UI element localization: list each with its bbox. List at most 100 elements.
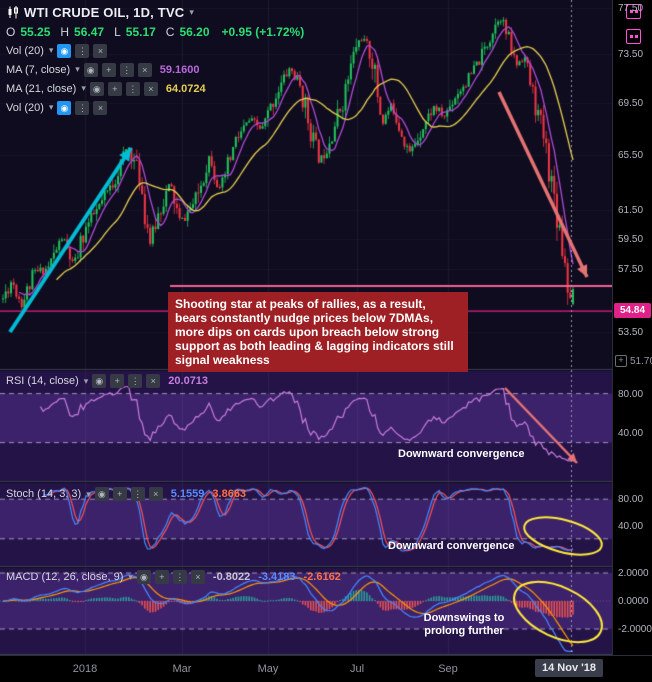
stoch-d-value: 3.8663 bbox=[212, 488, 247, 500]
eye-icon[interactable]: ◉ bbox=[57, 43, 72, 58]
add-alert-button[interactable]: + 51.70 bbox=[615, 355, 652, 368]
indicator-label[interactable]: Vol (20) bbox=[6, 44, 44, 57]
eye-icon[interactable]: ◉ bbox=[94, 487, 109, 501]
close-label: C bbox=[165, 24, 175, 39]
time-axis-label: Mar bbox=[172, 663, 192, 675]
axis-label: 65.50 bbox=[618, 150, 644, 162]
axis-label: 53.50 bbox=[618, 327, 644, 339]
axis-label: 40.00 bbox=[618, 520, 644, 532]
indicator-label[interactable]: MA (21, close) bbox=[6, 82, 77, 95]
price-marker-icon[interactable] bbox=[626, 4, 641, 19]
rsi-note-text[interactable]: Downward convergence bbox=[398, 448, 525, 460]
close-icon[interactable]: × bbox=[137, 62, 152, 77]
axis-label: 73.50 bbox=[618, 49, 644, 61]
time-axis[interactable]: 14 Nov '18 2018 Mar May Jul Sep bbox=[0, 655, 652, 682]
low-label: L bbox=[114, 24, 121, 39]
chevron-down-icon[interactable]: ▾ bbox=[189, 7, 194, 17]
more-icon[interactable]: ⋮ bbox=[75, 43, 90, 58]
axis-label: 69.50 bbox=[618, 98, 644, 110]
indicator-label[interactable]: Stoch (14, 3, 3) bbox=[6, 488, 82, 500]
current-price-badge: 54.84 bbox=[614, 302, 651, 318]
macd-signal-value: -2.6162 bbox=[303, 571, 341, 583]
chevron-down-icon[interactable]: ▾ bbox=[86, 488, 91, 499]
close-icon[interactable]: × bbox=[93, 43, 108, 58]
symbol-title-row: WTI CRUDE OIL, 1D, TVC ▾ bbox=[6, 3, 304, 22]
ma21-value: 64.0724 bbox=[165, 82, 206, 95]
price-marker-icon[interactable] bbox=[626, 29, 641, 44]
axis-label: 2.0000 bbox=[618, 568, 649, 579]
chevron-down-icon[interactable]: ▾ bbox=[128, 571, 133, 582]
change-value: +0.95 (+1.72%) bbox=[221, 24, 305, 39]
symbol-title[interactable]: WTI CRUDE OIL, 1D, TVC bbox=[24, 5, 185, 20]
axis-label: -2.0000 bbox=[618, 624, 652, 635]
macd-hist-value: -0.8022 bbox=[212, 571, 251, 583]
more-icon[interactable]: ⋮ bbox=[125, 81, 140, 96]
legend-row-vol-bottom: Vol (20) ▾ ◉ ⋮ × bbox=[6, 98, 304, 117]
macd-line-value: -3.4183 bbox=[258, 571, 296, 583]
stoch-note-text[interactable]: Downward convergence bbox=[388, 540, 515, 552]
chevron-down-icon[interactable]: ▾ bbox=[48, 45, 54, 55]
more-icon[interactable]: ⋮ bbox=[130, 487, 145, 501]
close-icon[interactable]: × bbox=[143, 81, 158, 96]
ma7-value: 59.1600 bbox=[159, 63, 200, 76]
chart-legend: WTI CRUDE OIL, 1D, TVC ▾ O 55.25 H 56.47 L… bbox=[6, 3, 304, 117]
current-date-badge: 14 Nov '18 bbox=[535, 659, 603, 677]
low-value: 55.17 bbox=[125, 24, 156, 39]
ohlc-row: O 55.25 H 56.47 L 55.17 C 56.20 +0.95 (+1.72… bbox=[6, 22, 304, 41]
close-icon[interactable]: × bbox=[148, 487, 163, 501]
add-icon[interactable]: + bbox=[154, 570, 169, 584]
rsi-pane-title: RSI (14, close) ▾ ◉ + ⋮ × 20.0713 bbox=[6, 374, 208, 388]
eye-icon[interactable]: ◉ bbox=[92, 374, 107, 388]
time-axis-label: May bbox=[257, 663, 279, 675]
add-icon[interactable]: + bbox=[101, 62, 116, 77]
more-icon[interactable]: ⋮ bbox=[75, 100, 90, 115]
open-value: 55.25 bbox=[20, 24, 51, 39]
chevron-down-icon[interactable]: ▾ bbox=[81, 83, 86, 93]
legend-row-vol-top: Vol (20) ▾ ◉ ⋮ × bbox=[6, 41, 304, 60]
candlestick-chart-icon bbox=[6, 6, 20, 20]
indicator-label[interactable]: MACD (12, 26, close, 9) bbox=[6, 571, 124, 583]
close-icon[interactable]: × bbox=[146, 374, 161, 388]
legend-row-ma7: MA (7, close) ▾ ◉ + ⋮ × 59.1600 bbox=[6, 60, 304, 79]
add-icon[interactable]: + bbox=[110, 374, 125, 388]
more-icon[interactable]: ⋮ bbox=[172, 570, 187, 584]
legend-row-ma21: MA (21, close) ▾ ◉ + ⋮ × 64.0724 bbox=[6, 79, 304, 98]
eye-icon[interactable]: ◉ bbox=[89, 81, 104, 96]
close-value: 56.20 bbox=[179, 24, 210, 39]
close-icon[interactable]: × bbox=[190, 570, 205, 584]
eye-icon[interactable]: ◉ bbox=[57, 100, 72, 115]
axis-label: 80.00 bbox=[618, 388, 644, 400]
indicator-label[interactable]: MA (7, close) bbox=[6, 63, 71, 76]
macd-note-text[interactable]: Downswings to prolong further bbox=[423, 612, 505, 637]
add-icon[interactable]: + bbox=[112, 487, 127, 501]
macd-pane-title: MACD (12, 26, close, 9) ▾ ◉ + ⋮ × -0.802… bbox=[6, 570, 341, 584]
stoch-k-value: 5.1559 bbox=[170, 488, 205, 500]
indicator-label[interactable]: Vol (20) bbox=[6, 101, 44, 114]
axis-label: 0.0000 bbox=[618, 596, 649, 607]
add-icon[interactable]: + bbox=[107, 81, 122, 96]
stoch-pane-title: Stoch (14, 3, 3) ▾ ◉ + ⋮ × 5.1559 3.8663 bbox=[6, 487, 246, 501]
plus-icon[interactable]: + bbox=[615, 355, 627, 368]
chevron-down-icon[interactable]: ▾ bbox=[48, 102, 54, 112]
indicator-label[interactable]: RSI (14, close) bbox=[6, 375, 79, 387]
chevron-down-icon[interactable]: ▾ bbox=[75, 64, 80, 74]
axis-label: 77.50 bbox=[618, 2, 644, 14]
close-icon[interactable]: × bbox=[93, 100, 108, 115]
price-axis[interactable]: 54.84 + 51.70 77.50 73.50 69.50 65.50 61.50 5… bbox=[612, 0, 652, 655]
time-axis-label: 2018 bbox=[72, 663, 98, 675]
time-axis-label: Sep bbox=[438, 663, 458, 675]
more-icon[interactable]: ⋮ bbox=[128, 374, 143, 388]
more-icon[interactable]: ⋮ bbox=[119, 62, 134, 77]
axis-label: 80.00 bbox=[618, 494, 644, 506]
high-value: 56.47 bbox=[74, 24, 105, 39]
time-axis-label: Jul bbox=[349, 663, 365, 675]
chevron-down-icon[interactable]: ▾ bbox=[83, 375, 89, 386]
annotation-callout[interactable]: Shooting star at peaks of rallies, as a … bbox=[168, 292, 468, 372]
eye-icon[interactable]: ◉ bbox=[136, 570, 151, 584]
alert-price-label: 51.70 bbox=[630, 355, 652, 367]
rsi-value: 20.0713 bbox=[168, 375, 209, 387]
open-label: O bbox=[6, 24, 16, 39]
eye-icon[interactable]: ◉ bbox=[83, 62, 98, 77]
axis-label: 57.50 bbox=[618, 264, 644, 276]
